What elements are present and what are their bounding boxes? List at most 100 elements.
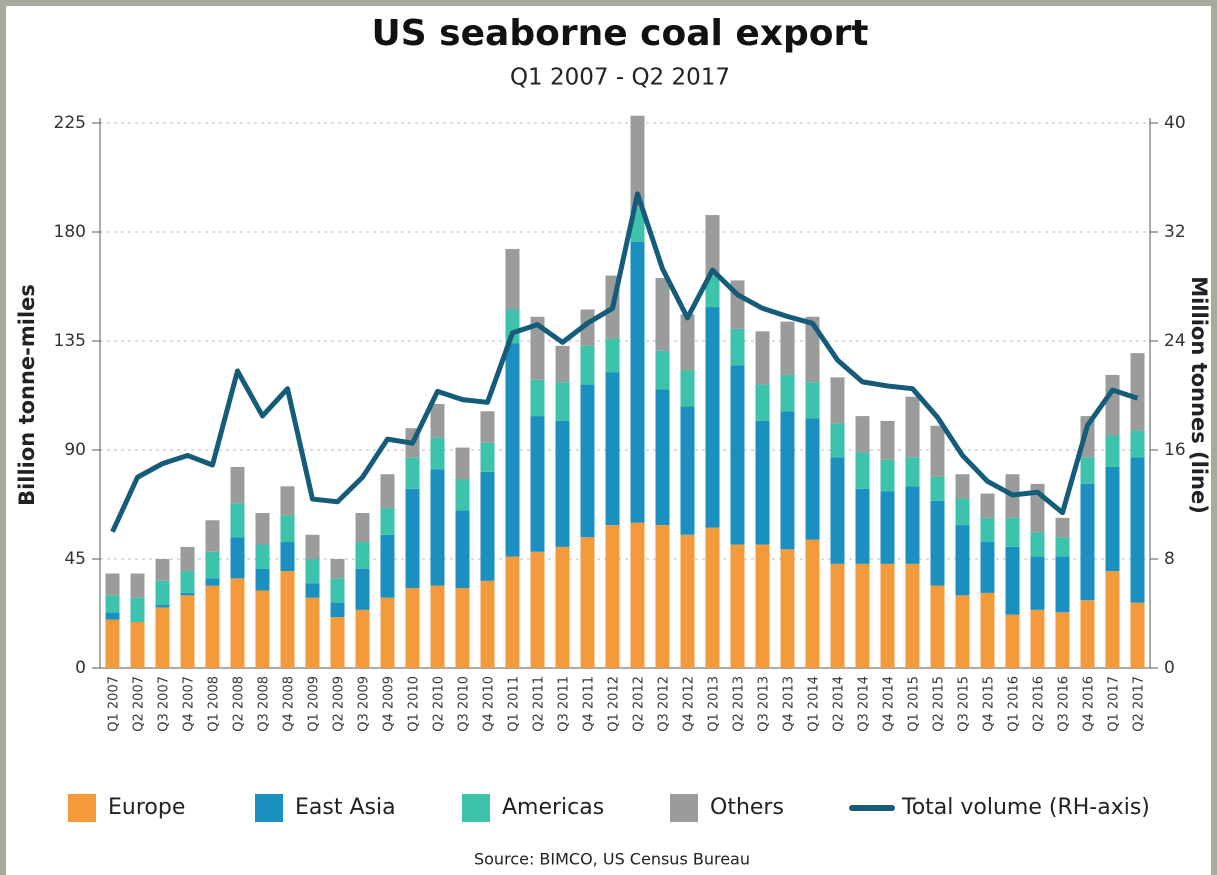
bar-segment	[680, 370, 695, 407]
x-tick-label: Q4 2014	[882, 676, 897, 732]
bar-segment	[255, 544, 270, 569]
bar-segment	[380, 534, 395, 598]
bar-segment	[905, 563, 920, 668]
bar-segment	[430, 437, 445, 470]
bar-segment	[1055, 537, 1070, 557]
y2-tick-label: 24	[1164, 331, 1186, 351]
y-tick-label: 90	[64, 440, 86, 460]
bar-segment	[1005, 517, 1020, 547]
bar-segment	[155, 605, 170, 608]
bar-segment	[480, 411, 495, 443]
bar-segment	[205, 520, 220, 552]
legend-label: Total volume (RH-axis)	[901, 795, 1150, 820]
x-tick-label: Q3 2016	[1057, 676, 1072, 732]
bar-segment	[805, 316, 820, 383]
bar-segment	[880, 420, 895, 460]
bar-segment	[980, 517, 995, 543]
bar-segment	[1130, 353, 1145, 431]
bar-segment	[105, 619, 120, 668]
bar-segment	[930, 500, 945, 586]
bar-segment	[605, 525, 620, 668]
bar-segment	[780, 321, 795, 375]
x-tick-label: Q2 2015	[932, 676, 947, 732]
x-tick-label: Q4 2011	[582, 676, 597, 732]
bar-segment	[880, 459, 895, 492]
x-tick-label: Q3 2012	[657, 676, 672, 732]
x-tick-label: Q2 2017	[1132, 676, 1147, 732]
x-tick-label: Q1 2017	[1107, 676, 1122, 732]
x-tick-label: Q1 2010	[407, 676, 422, 732]
bar-segment	[305, 597, 320, 668]
x-tick-label: Q3 2015	[957, 676, 972, 732]
bar-segment	[355, 568, 370, 610]
bar-segment	[705, 275, 720, 308]
bar-segment	[805, 539, 820, 668]
y-axis-label: Billion tonne-miles	[15, 284, 39, 506]
legend-label: Americas	[502, 795, 604, 820]
bar-segment	[230, 466, 245, 504]
bar-segment	[205, 578, 220, 586]
bar-segment	[680, 534, 695, 668]
bar-segment	[1130, 430, 1145, 458]
bar-segment	[105, 612, 120, 620]
bar-segment	[755, 544, 770, 668]
bar-segment	[1130, 457, 1145, 603]
bar-segment	[730, 544, 745, 668]
bar-segment	[630, 241, 645, 523]
bar-segment	[230, 537, 245, 579]
x-tick-label: Q4 2010	[482, 676, 497, 732]
bar-segment	[1005, 546, 1020, 615]
y-tick-label: 225	[54, 113, 86, 133]
bar-segment	[980, 592, 995, 668]
bar-segment	[580, 537, 595, 668]
bar-segment	[680, 314, 695, 371]
legend-swatch	[462, 794, 490, 822]
bar-segment	[655, 278, 670, 351]
bar-segment	[205, 551, 220, 579]
bar-segment	[805, 382, 820, 419]
x-tick-label: Q2 2013	[732, 676, 747, 732]
x-tick-label: Q4 2007	[182, 676, 197, 732]
bar-segment	[280, 542, 295, 572]
bar-segment	[205, 585, 220, 668]
bar-segment	[480, 580, 495, 668]
bar-segment	[480, 471, 495, 581]
x-tick-label: Q2 2016	[1032, 676, 1047, 732]
bar-segment	[255, 512, 270, 545]
bar-segment	[905, 396, 920, 458]
bar-segment	[830, 377, 845, 424]
bar-segment	[330, 602, 345, 618]
bar-segment	[180, 595, 195, 668]
legend-label: Europe	[108, 795, 185, 820]
x-tick-label: Q4 2008	[282, 676, 297, 732]
bar-segment	[380, 597, 395, 668]
bar-segment	[530, 416, 545, 552]
bar-segment	[255, 568, 270, 591]
chart-subtitle: Q1 2007 - Q2 2017	[510, 65, 730, 91]
bar-segment	[405, 588, 420, 668]
bar-segment	[355, 542, 370, 569]
bar-segment	[555, 546, 570, 668]
legend-label: East Asia	[295, 795, 396, 820]
bar-segment	[1005, 614, 1020, 668]
bar-segment	[530, 379, 545, 417]
bar-segment	[180, 546, 195, 572]
y-tick-label: 180	[54, 222, 86, 242]
y2-tick-label: 32	[1164, 222, 1186, 242]
y2-tick-label: 8	[1164, 549, 1175, 569]
bar-segment	[130, 597, 145, 622]
bar-segment	[255, 590, 270, 668]
y2-tick-label: 0	[1164, 658, 1175, 678]
x-tick-label: Q2 2008	[232, 676, 247, 732]
bar-segment	[455, 447, 470, 480]
bar-segment	[855, 452, 870, 489]
bar-segment	[755, 384, 770, 421]
bar-segment	[280, 486, 295, 516]
bar-segment	[1055, 556, 1070, 613]
bar-segment	[830, 423, 845, 458]
bar-segment	[480, 442, 495, 472]
bar-segment	[605, 372, 620, 526]
bar-segment	[105, 595, 120, 613]
bar-segment	[830, 457, 845, 564]
bar-segment	[1105, 435, 1120, 467]
